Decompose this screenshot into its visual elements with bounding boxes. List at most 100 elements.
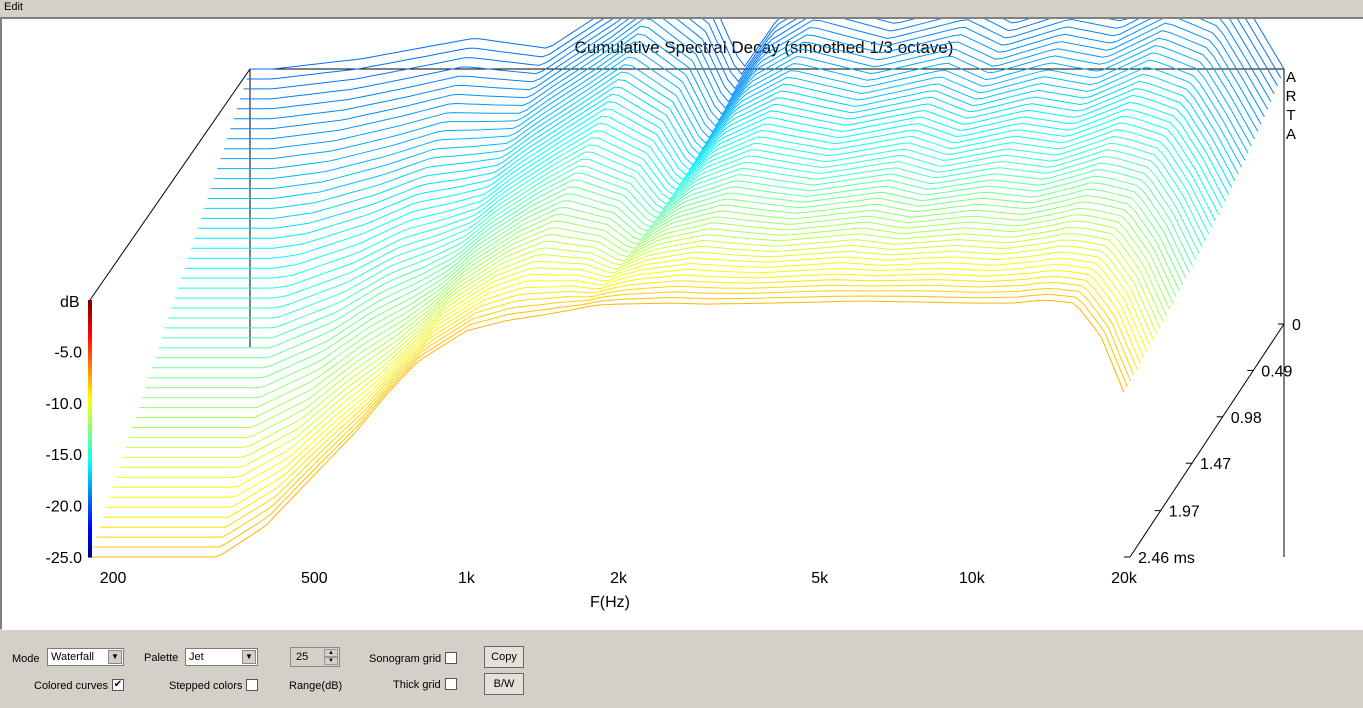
x-tick-label: 200 (100, 570, 127, 587)
decay-curve (181, 122, 1216, 279)
color-scale-segment (88, 407, 92, 412)
decay-curve (194, 94, 1229, 239)
depth-edge (89, 68, 251, 301)
time-tick-label: 1.47 (1200, 456, 1231, 473)
bw-button[interactable]: B/W (484, 673, 524, 695)
x-tick-label: 5k (811, 570, 829, 587)
color-scale-segment (88, 548, 92, 554)
color-scale-segment (88, 449, 92, 455)
color-scale-segment (88, 385, 92, 391)
thick-grid-label: Thick grid (393, 679, 441, 691)
x-tick-label: 1k (458, 570, 476, 587)
decay-curve (207, 66, 1243, 199)
color-scale-segment (88, 351, 92, 357)
decay-curve (135, 214, 1171, 419)
x-tick-label: 2k (610, 570, 628, 587)
color-scale-segment (88, 462, 92, 468)
color-scale-segment (88, 419, 92, 425)
color-scale-segment (88, 522, 92, 528)
z-axis-label: dB (60, 294, 80, 311)
color-scale-segment (88, 312, 92, 318)
x-tick-label: 20k (1111, 570, 1138, 587)
color-scale-segment (88, 398, 92, 404)
color-scale-bar (88, 300, 92, 558)
decay-curve (158, 169, 1194, 349)
decay-curve (243, 19, 1278, 90)
color-scale-segment (88, 360, 92, 365)
time-tick-label: 0.98 (1231, 410, 1262, 427)
time-axis-line (1129, 323, 1285, 558)
color-scale-segment (88, 424, 92, 430)
range-value: 25 (296, 651, 309, 663)
color-scale-segment (88, 471, 92, 477)
z-tick-label: -5.0 (54, 344, 82, 361)
stepped-colors-checkbox[interactable] (246, 679, 258, 691)
decay-curve (122, 239, 1158, 458)
color-scale-segment (88, 432, 92, 438)
color-scale-segment (88, 377, 92, 382)
plot-frame (89, 68, 1285, 558)
time-tick-label: 0 (1292, 317, 1301, 334)
decay-curve (112, 258, 1148, 488)
decay-curve (106, 270, 1141, 508)
decay-curve (236, 19, 1272, 110)
decay-curve (233, 19, 1269, 120)
time-tick-label: 1.97 (1169, 504, 1200, 521)
color-scale-segment (88, 535, 92, 541)
spin-down-icon[interactable]: ▼ (324, 657, 338, 665)
palette-value: Jet (189, 651, 204, 663)
mode-value: Waterfall (51, 651, 94, 663)
decay-curve (240, 19, 1275, 100)
color-scale-segment (88, 539, 92, 545)
range-label: Range(dB) (289, 680, 343, 692)
decay-curve (148, 188, 1184, 379)
range-spinner[interactable]: 25 ▲ ▼ (290, 647, 340, 667)
sonogram-grid-checkbox[interactable] (445, 652, 457, 664)
decay-curve (119, 245, 1154, 468)
copy-button[interactable]: Copy (484, 646, 524, 668)
color-scale-segment (88, 411, 92, 417)
decay-curve (145, 195, 1180, 389)
x-tick-label: 10k (959, 570, 986, 587)
decay-curve (168, 149, 1203, 319)
color-scale-segment (88, 381, 92, 387)
control-panel: Mode Waterfall ▼ Palette Jet ▼ 25 ▲ ▼ Ra… (0, 630, 1363, 708)
color-scale-segment (88, 402, 92, 408)
color-scale-segment (88, 342, 92, 348)
color-scale-segment (88, 509, 92, 515)
color-scale-segment (88, 437, 92, 442)
watermark-letter: T (1286, 107, 1295, 124)
z-tick-label: -20.0 (46, 499, 83, 516)
z-tick-label: -25.0 (46, 550, 83, 567)
color-scale-segment (88, 544, 92, 549)
x-axis-label: F(Hz) (590, 594, 630, 611)
menu-edit[interactable]: Edit (4, 1, 23, 13)
decay-curve (96, 287, 1131, 538)
watermark-letter: A (1286, 69, 1296, 86)
color-scale-segment (88, 300, 92, 305)
color-scale-segment (88, 454, 92, 460)
color-scale-segment (88, 518, 92, 524)
color-scale-segment (88, 492, 92, 498)
spin-up-icon[interactable]: ▲ (324, 649, 338, 657)
color-scale-segment (88, 317, 92, 322)
color-scale-segment (88, 458, 92, 464)
decay-curve (116, 251, 1151, 478)
color-scale-segment (88, 334, 92, 340)
thick-grid-checkbox[interactable] (445, 678, 457, 690)
chevron-down-icon: ▼ (242, 650, 256, 664)
decay-curve (210, 59, 1246, 189)
color-scale-segment (88, 527, 92, 532)
time-tick-label: 0.49 (1261, 363, 1292, 380)
decay-curve (178, 129, 1213, 289)
palette-label: Palette (144, 652, 179, 664)
decay-curve (93, 293, 1128, 548)
colored-curves-checkbox[interactable]: ✔ (112, 679, 124, 691)
menu-bar: Edit (0, 0, 1363, 17)
mode-select[interactable]: Waterfall ▼ (47, 648, 124, 666)
color-scale-segment (88, 338, 92, 344)
palette-select[interactable]: Jet ▼ (185, 648, 258, 666)
decay-curve (246, 19, 1282, 80)
color-scale-segment (88, 445, 92, 451)
